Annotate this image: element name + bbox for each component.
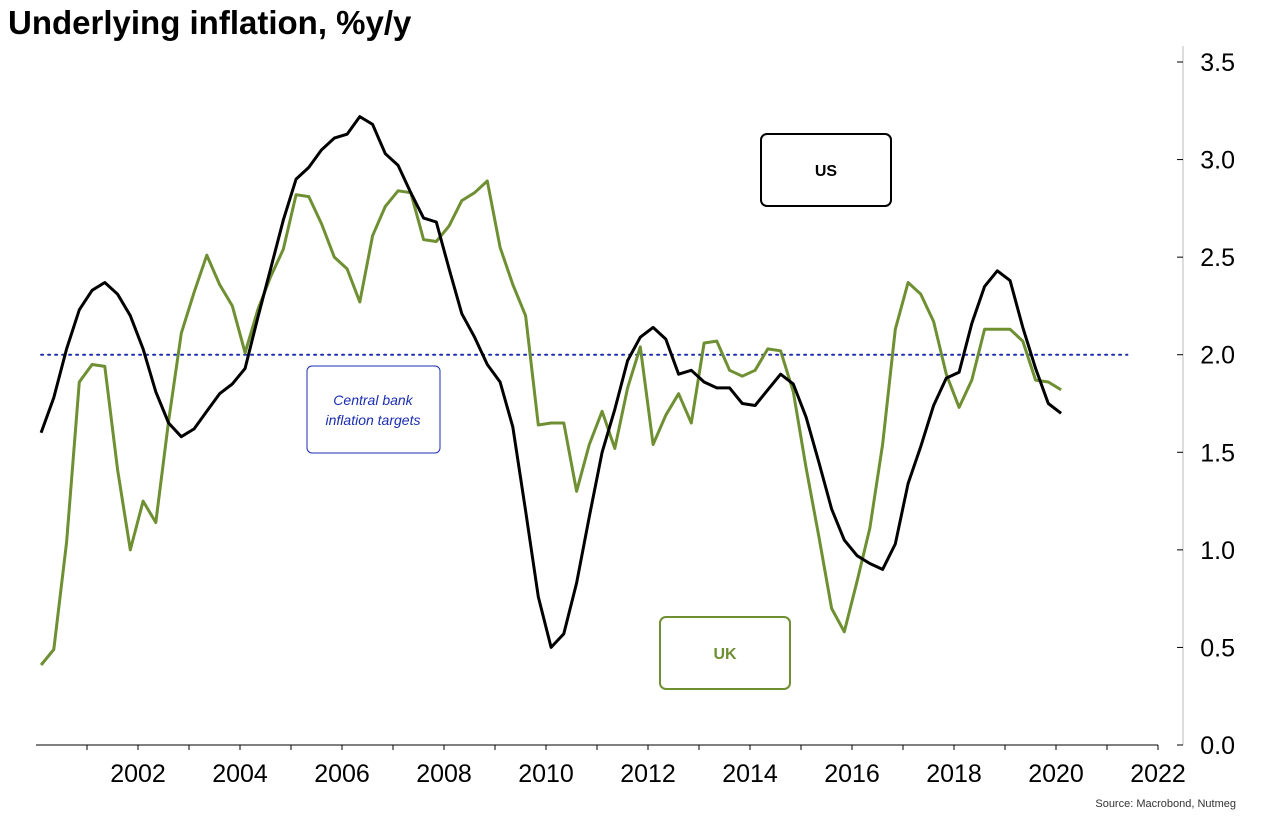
y-tick-label-0.5: 0.5 — [1200, 634, 1235, 662]
axes: 2002 2004 2006 2008 2010 2012 2014 2016 2018 2020… — [36, 46, 1235, 788]
series-line-us — [39, 115, 1063, 649]
x-tick-label-2012: 2012 — [620, 760, 676, 788]
y-tick-label-2.0: 2.0 — [1200, 342, 1235, 370]
series-line-uk — [39, 179, 1062, 666]
y-tick-label-1.5: 1.5 — [1200, 439, 1235, 467]
x-tick-label-2002: 2002 — [110, 760, 166, 788]
legend-label-us: US — [815, 163, 838, 180]
source-note: Source: Macrobond, Nutmeg — [1095, 798, 1236, 810]
series-group — [39, 115, 1063, 666]
y-tick-label-0.0: 0.0 — [1200, 732, 1235, 760]
target-annotation-text-0: Central bank — [333, 392, 413, 408]
x-tick-label-2006: 2006 — [314, 760, 370, 788]
legend-box-uk — [659, 616, 791, 690]
legend-box-us — [760, 133, 892, 207]
x-tick-label-2004: 2004 — [212, 760, 268, 788]
x-tick-label-2016: 2016 — [824, 760, 880, 788]
y-tick-label-3.0: 3.0 — [1200, 147, 1235, 175]
chart-title: Underlying inflation, %y/y — [8, 4, 412, 41]
x-tick-label-2010: 2010 — [518, 760, 574, 788]
legend-label-uk: UK — [713, 646, 737, 663]
x-tick-label-2022: 2022 — [1130, 760, 1186, 788]
target-annotation-text-1: inflation targets — [326, 412, 421, 428]
target-annotation-box — [306, 365, 441, 454]
x-tick-label-2018: 2018 — [926, 760, 982, 788]
x-tick-label-2014: 2014 — [722, 760, 778, 788]
y-tick-label-2.5: 2.5 — [1200, 244, 1235, 272]
x-tick-label-2008: 2008 — [416, 760, 472, 788]
y-tick-label-3.5: 3.5 — [1200, 49, 1235, 77]
y-tick-label-1.0: 1.0 — [1200, 537, 1235, 565]
annotations: Central bank inflation targets US UK — [306, 133, 892, 690]
x-tick-label-2020: 2020 — [1028, 760, 1084, 788]
